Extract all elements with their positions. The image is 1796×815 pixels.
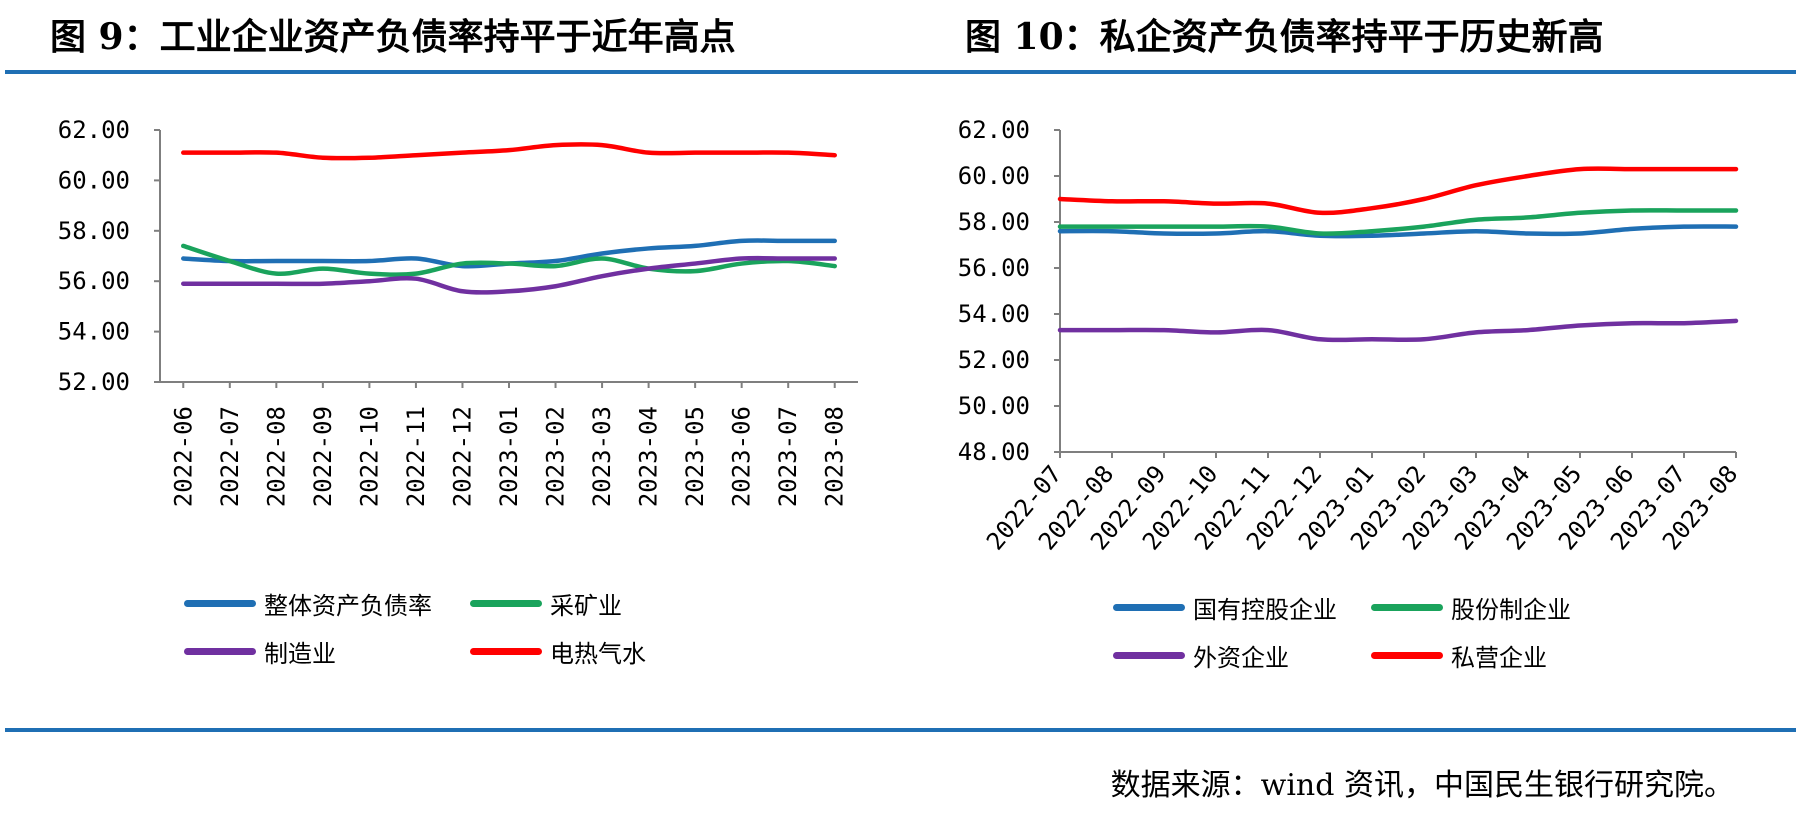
x-tick-label: 2022-12	[448, 406, 476, 507]
legend-label: 制造业	[264, 640, 336, 668]
series-line-1	[181, 243, 837, 277]
series-line-1	[1057, 208, 1739, 236]
y-tick-label: 56.00	[58, 267, 130, 295]
series-line-0	[1057, 224, 1739, 239]
legend-item-0: 整体资产负债率	[184, 586, 432, 621]
series-line-2	[1057, 318, 1739, 343]
y-tick-label: 60.00	[958, 162, 1030, 190]
legend-swatch	[1371, 604, 1443, 611]
figure-10-title: 图 10：私企资产负债率持平于历史新高	[965, 16, 1604, 58]
x-tick-label: 2023-06	[728, 406, 756, 507]
y-tick-label: 54.00	[58, 318, 130, 346]
legend-swatch	[1113, 604, 1185, 611]
legend-item-2: 外资企业	[1113, 638, 1289, 673]
y-tick-label: 52.00	[958, 346, 1030, 374]
x-tick-label: 2023-02	[542, 406, 570, 507]
legend-swatch	[1113, 652, 1185, 659]
legend-label: 外资企业	[1193, 644, 1289, 672]
legend-item-1: 股份制企业	[1371, 590, 1571, 625]
y-tick-label: 48.00	[958, 438, 1030, 466]
legend-label: 采矿业	[550, 592, 622, 620]
legend-label: 股份制企业	[1451, 596, 1571, 624]
data-source-note: 数据来源：wind 资讯，中国民生银行研究院。	[1110, 768, 1734, 803]
legend-label: 整体资产负债率	[264, 592, 432, 620]
x-tick-label: 2023-04	[635, 406, 663, 507]
y-tick-label: 56.00	[958, 254, 1030, 282]
y-tick-label: 52.00	[58, 368, 130, 396]
figure-9-title: 图 9：工业企业资产负债率持平于近年高点	[50, 16, 736, 58]
legend-item-3: 电热气水	[470, 634, 646, 669]
legend-item-1: 采矿业	[470, 586, 622, 621]
x-tick-label: 2023-01	[495, 406, 523, 507]
legend-swatch	[184, 600, 256, 607]
y-tick-label: 58.00	[958, 208, 1030, 236]
x-tick-label: 2022-11	[402, 406, 430, 507]
legend-item-0: 国有控股企业	[1113, 590, 1337, 625]
legend-swatch	[470, 648, 542, 655]
chart-industrial-debt-ratio: 62.00 60.00 58.00 56.00 54.00 52.00 2022-06 202…	[58, 116, 858, 507]
x-tick-label: 2023-08	[821, 406, 849, 507]
y-tick-label: 54.00	[958, 300, 1030, 328]
y-tick-label: 58.00	[58, 217, 130, 245]
x-tick-label: 2022-08	[262, 406, 290, 507]
y-tick-label: 50.00	[958, 392, 1030, 420]
series-line-3	[1057, 166, 1739, 216]
legend-swatch	[184, 648, 256, 655]
x-tick-label: 2023-05	[681, 406, 709, 507]
legend-swatch	[1371, 652, 1443, 659]
bottom-divider	[5, 728, 1796, 732]
y-tick-label: 62.00	[958, 116, 1030, 144]
x-tick-label: 2022-10	[355, 406, 383, 507]
y-tick-label: 62.00	[58, 116, 130, 144]
legend-swatch	[470, 600, 542, 607]
top-divider	[5, 70, 1796, 74]
legend-item-3: 私营企业	[1371, 638, 1547, 673]
x-tick-label: 2023-03	[588, 406, 616, 507]
legend-item-2: 制造业	[184, 634, 336, 669]
x-tick-label: 2022-06	[169, 406, 197, 507]
x-tick-label: 2023-07	[774, 406, 802, 507]
series-line-2	[181, 255, 837, 295]
legend-label: 电热气水	[550, 640, 646, 668]
x-tick-label: 2022-07	[216, 406, 244, 507]
x-tick-label: 2022-09	[309, 406, 337, 507]
chart-enterprise-type-debt-ratio: 62.00 60.00 58.00 56.00 54.00 52.00 50.00 48.00…	[958, 116, 1744, 555]
y-tick-label: 60.00	[58, 166, 130, 194]
legend-label: 国有控股企业	[1193, 596, 1337, 624]
legend-label: 私营企业	[1451, 644, 1547, 672]
series-line-3	[181, 142, 837, 161]
